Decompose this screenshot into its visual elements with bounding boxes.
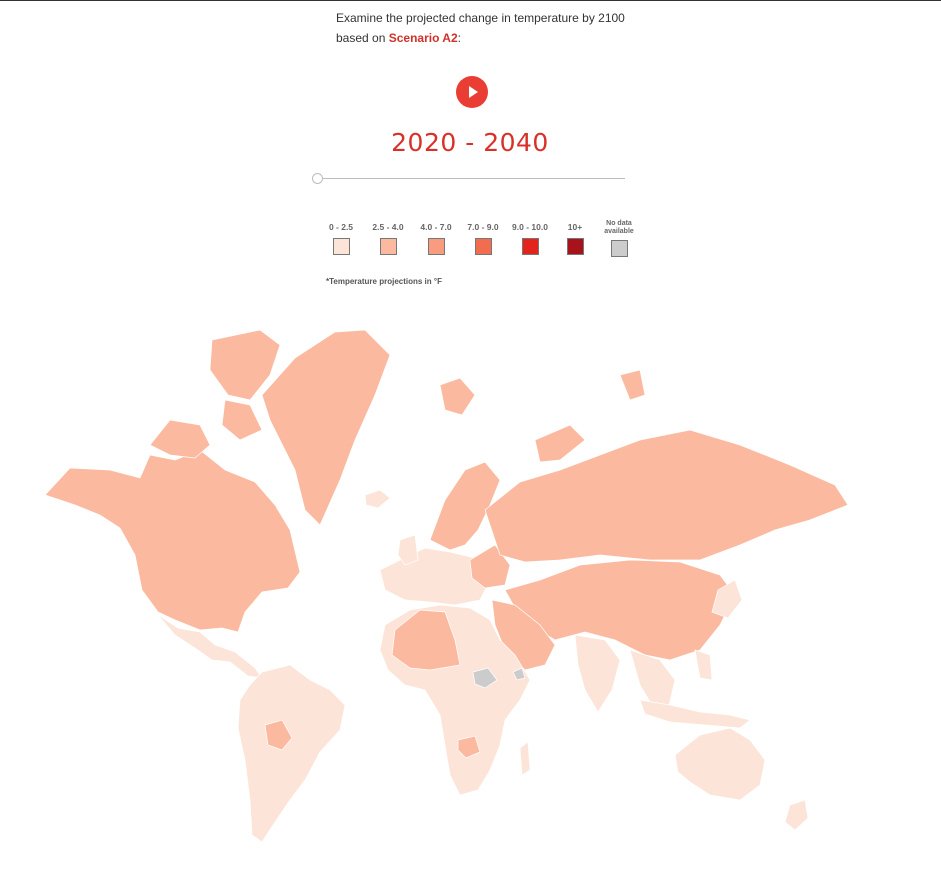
region-russia <box>484 429 849 563</box>
region-iceland <box>364 489 391 509</box>
scenario-link[interactable]: Scenario A2 <box>388 31 458 45</box>
region-north-america <box>44 449 301 633</box>
region-eastern-europe <box>469 544 511 589</box>
region-australia <box>674 727 766 801</box>
region-sahara <box>391 609 461 671</box>
timeline-slider-track[interactable] <box>318 178 625 179</box>
legend-item: 10+ <box>560 222 590 255</box>
legend-swatch <box>332 238 350 255</box>
legend-label: 4.0 - 7.0 <box>420 222 452 232</box>
legend-label: 9.0 - 10.0 <box>512 222 548 232</box>
intro-text-before: Examine the projected change in temperat… <box>336 11 625 45</box>
legend: 0 - 2.5 2.5 - 4.0 4.0 - 7.0 7.0 - 9.0 9.… <box>324 220 654 292</box>
region-scandinavia <box>429 461 501 551</box>
legend-label: 0 - 2.5 <box>328 222 354 232</box>
period-label: 2020 - 2040 <box>391 128 549 157</box>
legend-label: 7.0 - 9.0 <box>467 222 499 232</box>
intro-text: Examine the projected change in temperat… <box>336 8 636 48</box>
region-uk-ireland <box>397 534 419 566</box>
region-greenland <box>261 329 391 526</box>
region-bolivia <box>264 719 293 751</box>
timeline-slider-thumb[interactable] <box>312 173 323 184</box>
legend-note: *Temperature projections in °F <box>326 277 442 286</box>
legend-swatch <box>427 238 445 255</box>
legend-item: 2.5 - 4.0 <box>368 222 408 255</box>
legend-swatch <box>379 238 397 255</box>
intro-text-after: : <box>457 31 461 45</box>
legend-label: 2.5 - 4.0 <box>372 222 404 232</box>
region-japan <box>711 579 743 619</box>
world-map <box>44 329 849 843</box>
legend-item: 7.0 - 9.0 <box>463 222 503 255</box>
legend-label: No data available <box>604 220 634 235</box>
legend-swatch <box>610 240 628 257</box>
legend-item: 0 - 2.5 <box>324 222 358 255</box>
play-icon <box>469 86 478 98</box>
region-canadian-arctic <box>149 329 281 459</box>
legend-item: No data available <box>599 220 639 257</box>
region-indonesia-philippines <box>639 649 751 729</box>
region-arctic-islands <box>439 369 646 463</box>
play-button[interactable] <box>456 76 488 108</box>
region-south-sudan <box>472 667 526 689</box>
legend-label: 10+ <box>567 222 583 232</box>
region-south-america <box>237 664 346 843</box>
region-botswana <box>457 735 481 759</box>
region-new-zealand <box>784 799 809 831</box>
top-border <box>0 0 941 1</box>
legend-swatch <box>474 238 492 255</box>
legend-item: 9.0 - 10.0 <box>508 222 552 255</box>
legend-item: 4.0 - 7.0 <box>416 222 456 255</box>
region-madagascar <box>519 741 531 776</box>
legend-swatch <box>521 238 539 255</box>
legend-swatch <box>566 238 584 255</box>
